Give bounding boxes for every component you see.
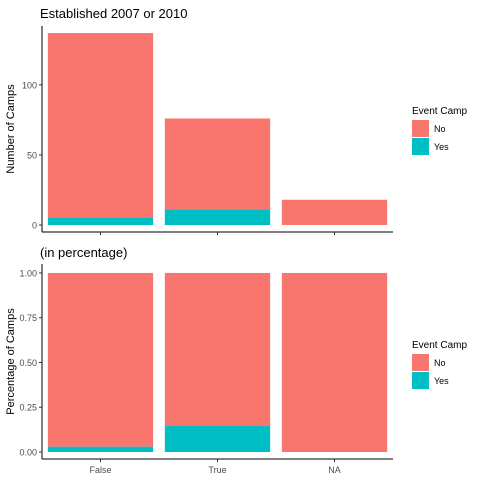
bar-segment-yes-false — [47, 217, 154, 225]
y-axis-label: Percentage of Camps — [5, 308, 17, 415]
legend-title: Event Camp — [412, 106, 467, 117]
legend-swatch-no — [412, 354, 429, 371]
chart-title: (in percentage) — [40, 245, 127, 260]
y-tick-label: 50 — [27, 150, 37, 160]
bar-segment-yes-false — [47, 446, 154, 452]
legend-swatch-yes — [412, 372, 429, 389]
y-tick-label: 1.00 — [19, 268, 37, 278]
bar-segment-no-true — [164, 118, 271, 210]
bar-segment-no-false — [47, 33, 154, 219]
legend-label-no: No — [434, 124, 446, 134]
legend-label-no: No — [434, 358, 446, 368]
bar-segment-yes-true — [164, 426, 271, 452]
legend-label-yes: Yes — [434, 376, 449, 386]
y-tick-label: 0.25 — [19, 403, 37, 413]
x-tick-label: NA — [328, 465, 341, 475]
y-tick-label: 100 — [22, 80, 37, 90]
y-axis-label: Number of Camps — [5, 84, 17, 174]
legend-swatch-no — [412, 120, 429, 137]
legend-title: Event Camp — [412, 340, 467, 351]
y-tick-label: 0.00 — [19, 448, 37, 458]
y-tick-label: 0.75 — [19, 313, 37, 323]
legend-swatch-yes — [412, 138, 429, 155]
x-tick-label: True — [208, 465, 226, 475]
bar-segment-no-na — [281, 199, 388, 225]
legend-label-yes: Yes — [434, 142, 449, 152]
bar-segment-yes-true — [164, 209, 271, 225]
bar-segment-no-true — [164, 272, 271, 427]
y-tick-label: 0.50 — [19, 358, 37, 368]
x-tick-label: False — [89, 465, 111, 475]
y-tick-label: 0 — [32, 221, 37, 231]
chart-title: Established 2007 or 2010 — [40, 6, 187, 21]
bar-segment-no-false — [47, 272, 154, 447]
bar-segment-no-na — [281, 272, 388, 452]
